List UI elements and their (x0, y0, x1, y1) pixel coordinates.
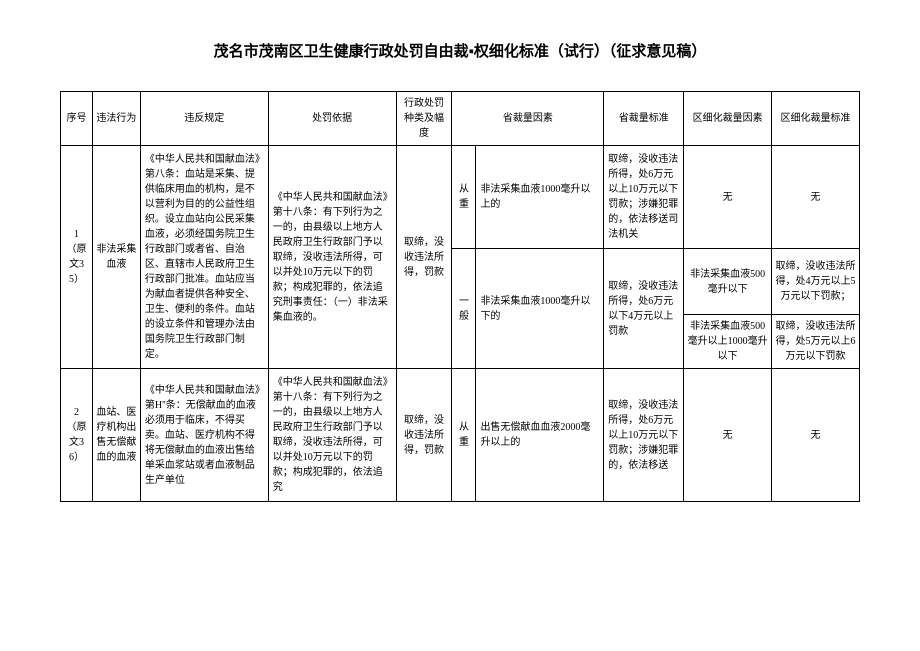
cell-level-heavy: 从重 (452, 369, 476, 502)
hdr-pfac: 省裁量因素 (452, 92, 604, 146)
cell-dfac: 非法采集血液500毫升以上1000毫升以下 (684, 315, 772, 369)
cell-level-light: 一般 (452, 249, 476, 369)
page-title: 茂名市茂南区卫生健康行政处罚自由裁▪权细化标准（试行）（征求意见稿） (60, 40, 860, 61)
table-row: 1 （原文35） 非法采集血液 《中华人民共和国献血法》第八条：血站是采集、提供… (61, 146, 860, 249)
cell-pfac: 非法采集血液1000毫升以上的 (476, 146, 604, 249)
header-row: 序号 违法行为 违反规定 处罚依据 行政处罚种类及幅度 省裁量因素 省裁量标准 … (61, 92, 860, 146)
table-row: 2 （原文36） 血站、医疗机构出售无偿献血的血液 《中华人民共和国献血法》第H… (61, 369, 860, 502)
cell-seq: 1 （原文35） (61, 146, 93, 369)
hdr-seq: 序号 (61, 92, 93, 146)
cell-dstd: 无 (772, 146, 860, 249)
cell-pfac: 非法采集血液1000毫升以下的 (476, 249, 604, 369)
cell-reg: 《中华人民共和国献血法》第八条：血站是采集、提供临床用血的机构，是不以营利为目的… (140, 146, 268, 369)
cell-dfac: 无 (684, 146, 772, 249)
cell-seq: 2 （原文36） (61, 369, 93, 502)
cell-pstd: 取缔，没收违法所得，处6万元以上10万元以下罚款；涉嫌犯罪的，依法移送司法机关 (604, 146, 684, 249)
cell-act: 血站、医疗机构出售无偿献血的血液 (92, 369, 140, 502)
cell-reg: 《中华人民共和国献血法》第H''条：无偿献血的血液必须用于临床，不得买卖。血站、… (140, 369, 268, 502)
hdr-act: 违法行为 (92, 92, 140, 146)
cell-pstd: 取缔，没收违法所得，处6万元以下4万元以上罚款 (604, 249, 684, 369)
cell-type: 取缔，没收违法所得，罚款 (396, 146, 452, 369)
cell-level-heavy: 从重 (452, 146, 476, 249)
cell-type: 取缔，没收违法所得，罚款 (396, 369, 452, 502)
cell-dstd: 取缔，没收违法所得，处5万元以上6万元以下罚款 (772, 315, 860, 369)
hdr-dstd: 区细化裁量标准 (772, 92, 860, 146)
cell-pstd: 取缔，没收违法所得，处6万元以上10万元以下罚款；涉嫌犯罪的，依法移送 (604, 369, 684, 502)
cell-dfac: 无 (684, 369, 772, 502)
cell-dfac: 非法采集血液500毫升以下 (684, 249, 772, 315)
cell-pfac: 出售无偿献血血液2000毫升以上的 (476, 369, 604, 502)
cell-dstd: 无 (772, 369, 860, 502)
cell-dstd: 取缔，没收违法所得，处4万元以上5万元以下罚款； (772, 249, 860, 315)
cell-basis: 《中华人民共和国献血法》第十八条：有下列行为之一的，由县级以上地方人民政府卫生行… (268, 146, 396, 369)
cell-act: 非法采集血液 (92, 146, 140, 369)
cell-basis: 《中华人民共和国献血法》第十八条：有下列行为之一的，由县级以上地方人民政府卫生行… (268, 369, 396, 502)
hdr-reg: 违反规定 (140, 92, 268, 146)
hdr-basis: 处罚依据 (268, 92, 396, 146)
hdr-type: 行政处罚种类及幅度 (396, 92, 452, 146)
standards-table: 序号 违法行为 违反规定 处罚依据 行政处罚种类及幅度 省裁量因素 省裁量标准 … (60, 91, 860, 502)
hdr-pstd: 省裁量标准 (604, 92, 684, 146)
hdr-dfac: 区细化裁量因素 (684, 92, 772, 146)
